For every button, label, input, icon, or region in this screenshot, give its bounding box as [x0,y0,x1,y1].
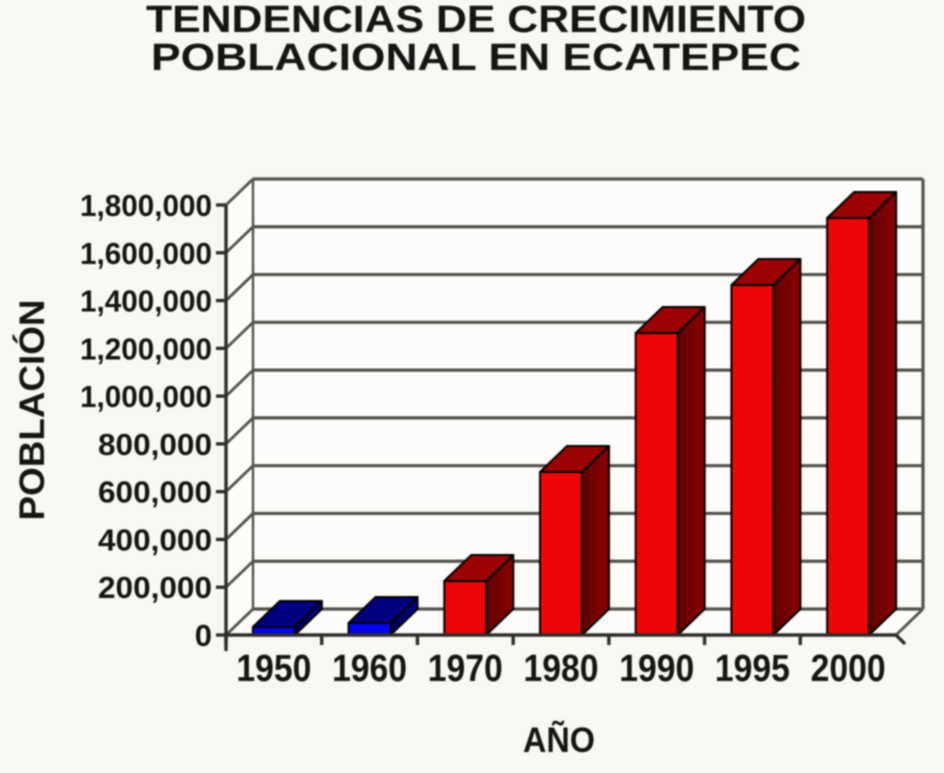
svg-text:1970: 1970 [428,648,503,690]
svg-text:1,000,000: 1,000,000 [80,379,212,414]
svg-text:1,800,000: 1,800,000 [80,188,212,223]
svg-text:1950: 1950 [236,648,311,690]
svg-text:TENDENCIAS DE CRECIMIENTO: TENDENCIAS DE CRECIMIENTO [146,0,806,41]
svg-text:1960: 1960 [332,648,407,690]
svg-text:400,000: 400,000 [98,522,212,557]
svg-text:POBLACIÓN: POBLACIÓN [12,300,52,521]
svg-text:POBLACIONAL EN ECATEPEC: POBLACIONAL EN ECATEPEC [151,37,801,79]
svg-text:200,000: 200,000 [98,570,212,605]
svg-text:600,000: 600,000 [98,475,212,510]
svg-text:0: 0 [195,618,212,653]
svg-text:1,400,000: 1,400,000 [80,284,212,319]
svg-text:AÑO: AÑO [523,721,595,760]
svg-text:1,600,000: 1,600,000 [80,236,212,271]
svg-text:1990: 1990 [619,648,694,690]
svg-text:1980: 1980 [524,648,599,690]
svg-text:1995: 1995 [715,648,790,690]
svg-text:2000: 2000 [811,648,886,690]
svg-text:800,000: 800,000 [98,427,212,462]
svg-text:1,200,000: 1,200,000 [80,331,212,366]
